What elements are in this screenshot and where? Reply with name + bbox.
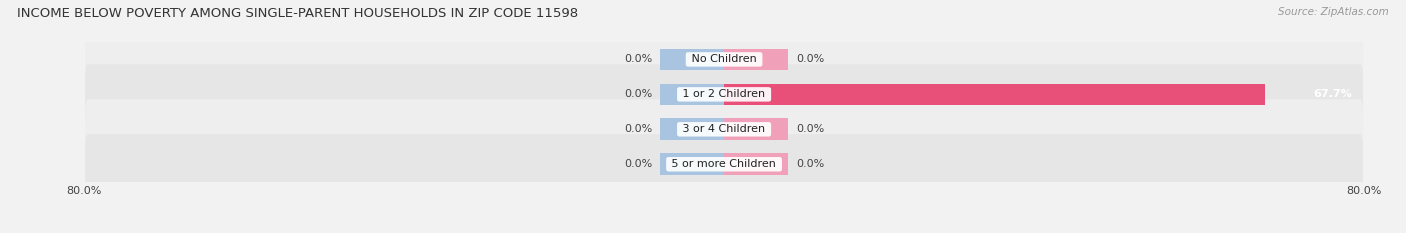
Text: 5 or more Children: 5 or more Children [668, 159, 780, 169]
Bar [724, 83, 1265, 105]
Text: INCOME BELOW POVERTY AMONG SINGLE-PARENT HOUSEHOLDS IN ZIP CODE 11598: INCOME BELOW POVERTY AMONG SINGLE-PARENT… [17, 7, 578, 20]
Text: 1 or 2 Children: 1 or 2 Children [679, 89, 769, 99]
Text: 0.0%: 0.0% [624, 124, 652, 134]
Text: 0.0%: 0.0% [624, 159, 652, 169]
FancyBboxPatch shape [86, 134, 1362, 194]
Bar [724, 153, 787, 175]
Bar [724, 49, 787, 70]
Text: 3 or 4 Children: 3 or 4 Children [679, 124, 769, 134]
FancyBboxPatch shape [86, 99, 1362, 159]
Text: Source: ZipAtlas.com: Source: ZipAtlas.com [1278, 7, 1389, 17]
Text: 0.0%: 0.0% [796, 159, 824, 169]
FancyBboxPatch shape [86, 29, 1362, 89]
Bar [661, 153, 724, 175]
Bar [661, 49, 724, 70]
Text: 0.0%: 0.0% [624, 89, 652, 99]
Bar [724, 118, 787, 140]
Text: 0.0%: 0.0% [624, 55, 652, 64]
Text: 0.0%: 0.0% [796, 124, 824, 134]
Text: 0.0%: 0.0% [796, 55, 824, 64]
Bar [661, 83, 724, 105]
Bar [661, 118, 724, 140]
Text: No Children: No Children [688, 55, 761, 64]
Text: 67.7%: 67.7% [1313, 89, 1351, 99]
FancyBboxPatch shape [86, 64, 1362, 124]
Legend: Single Father, Single Mother: Single Father, Single Mother [606, 230, 842, 233]
